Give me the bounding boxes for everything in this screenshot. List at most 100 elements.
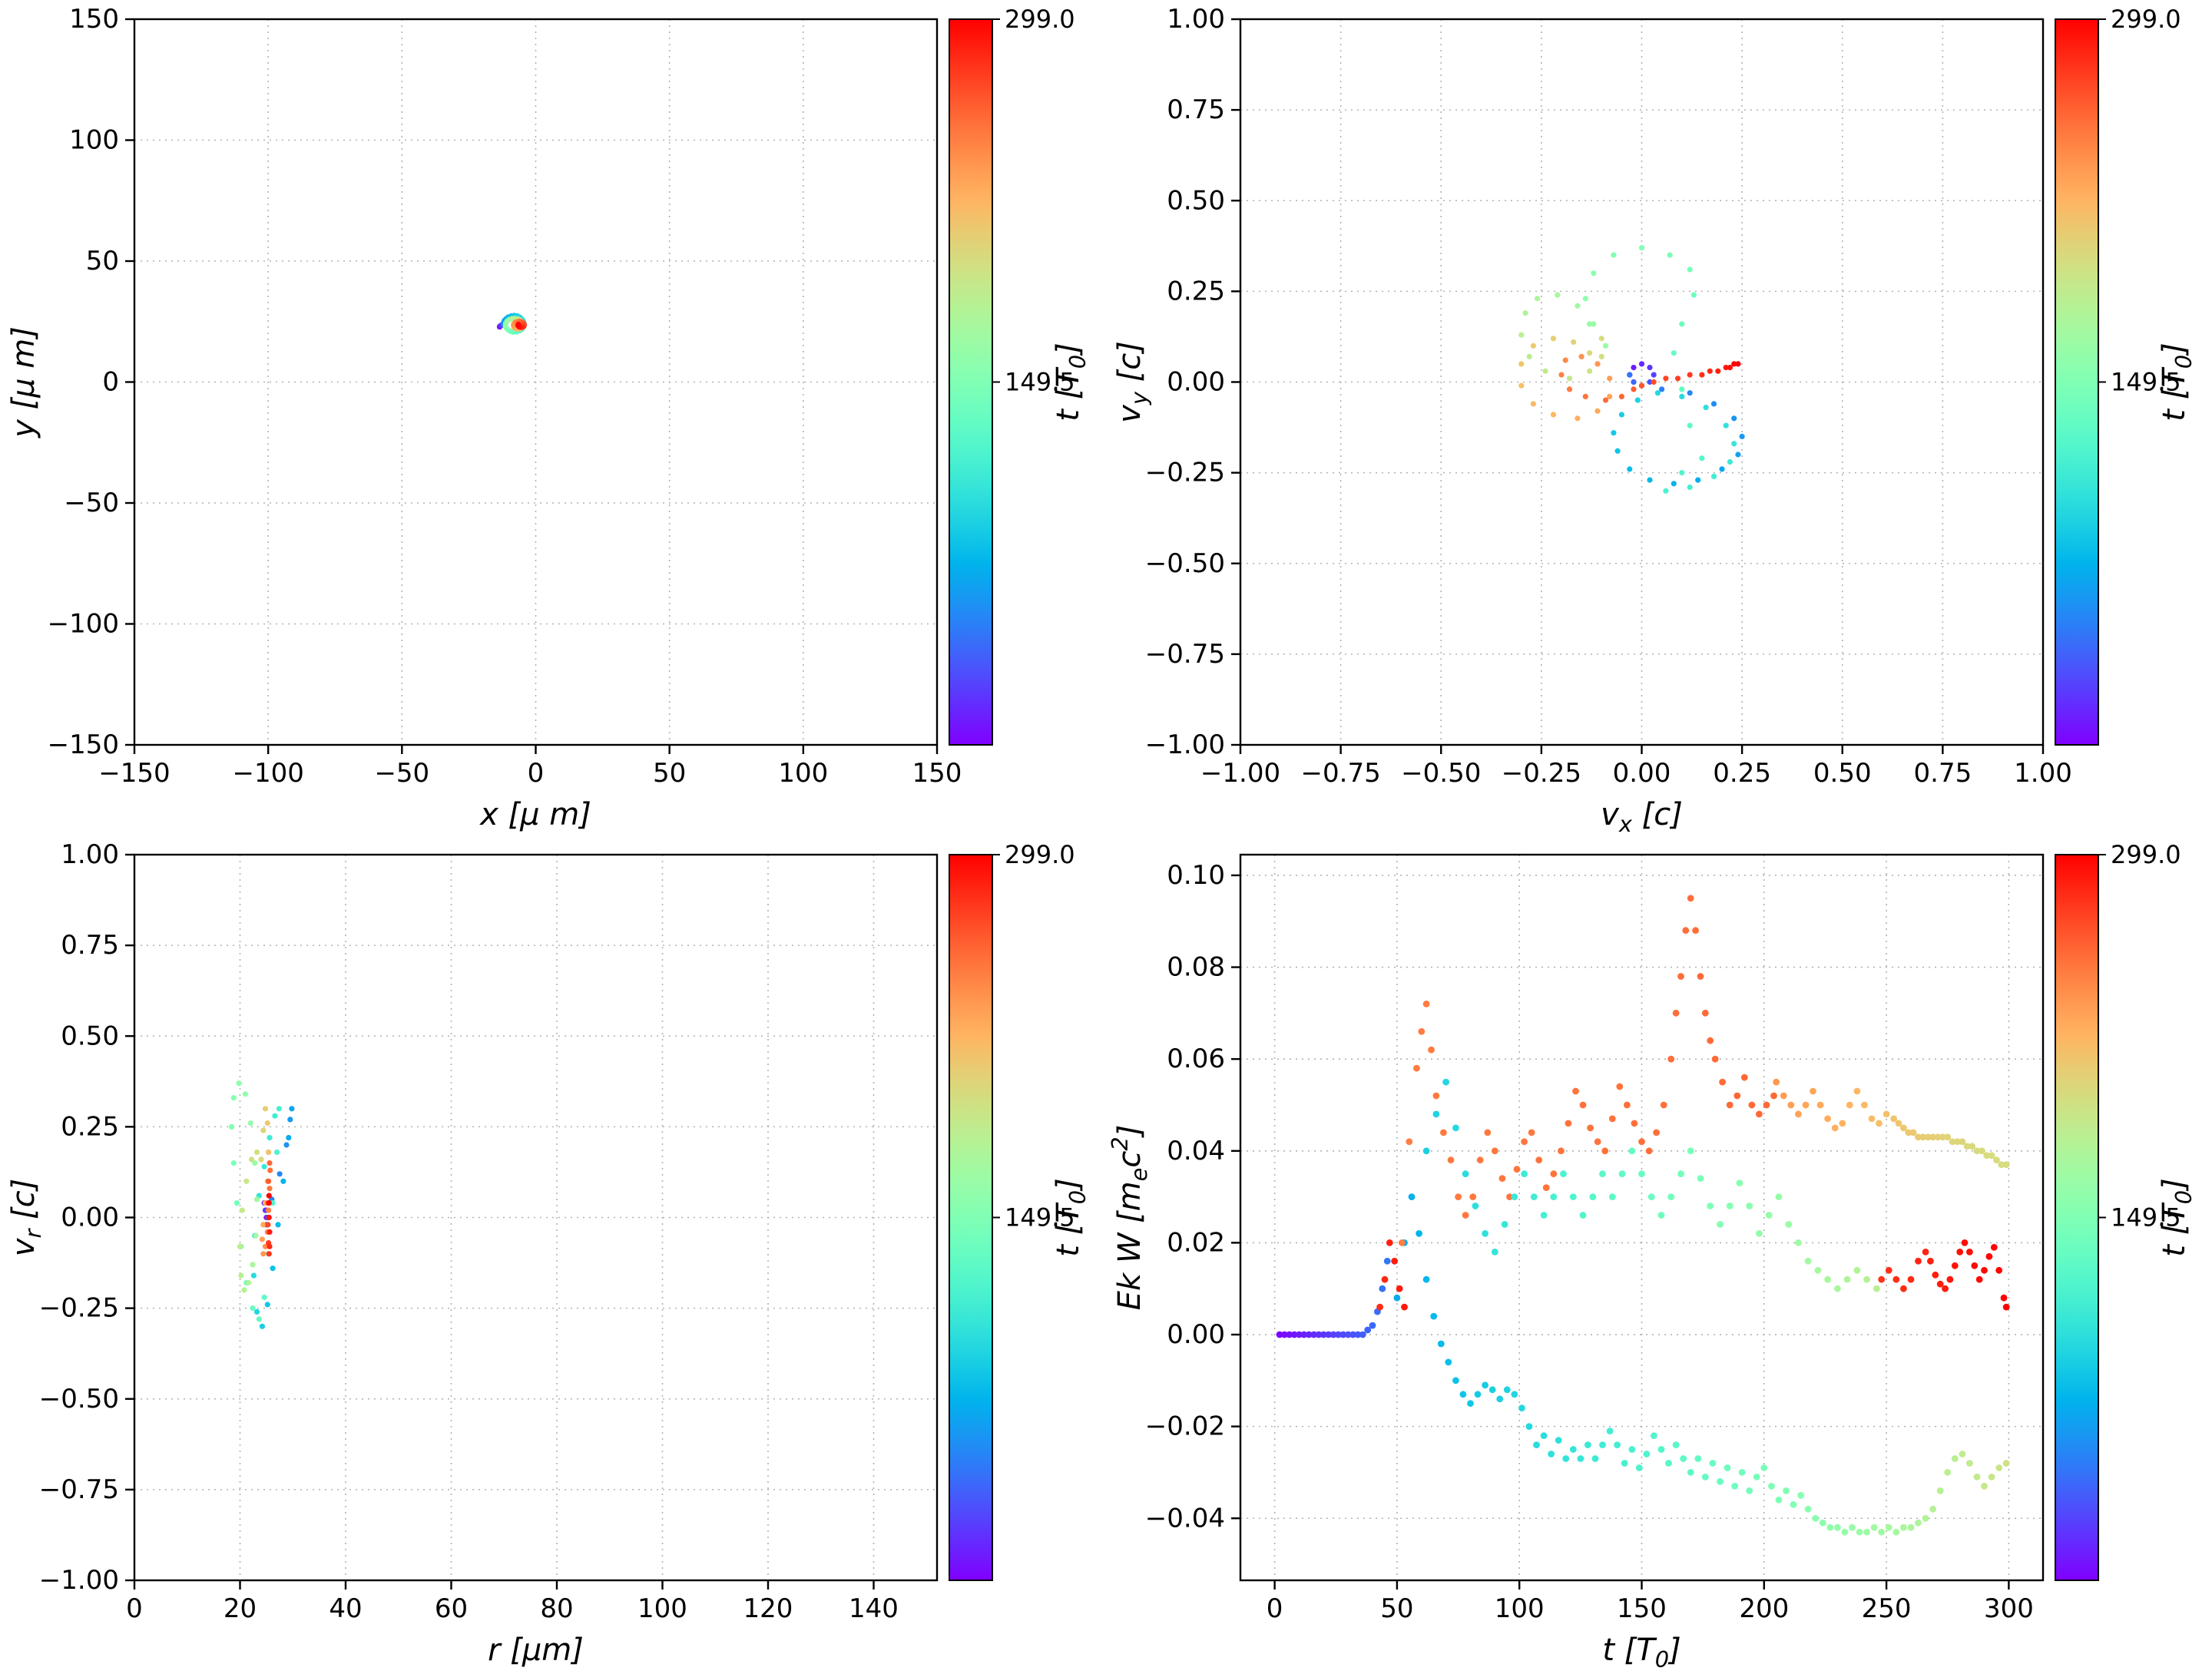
y-tick-label: 0.02 <box>1167 1227 1225 1258</box>
series-baseline <box>1276 1257 1391 1338</box>
x-tick-label: 100 <box>637 1593 687 1624</box>
colorbar <box>949 18 993 746</box>
x-tick-label: 0 <box>528 758 545 789</box>
y-tick-label: −0.50 <box>39 1384 119 1414</box>
x-tick-label: −0.75 <box>1301 758 1381 789</box>
panel-vx-vy: −1.00 −0.75 −0.50 −0.25 0.00 0.25 0.50 0.75 1.00… <box>1106 0 2212 837</box>
y-tick-label: −0.75 <box>39 1474 119 1505</box>
y-tick-label: −0.25 <box>39 1293 119 1324</box>
subplot-background <box>1106 0 2212 835</box>
y-tick-label: −0.75 <box>1145 639 1225 670</box>
series-branch-mid-teal <box>1422 1078 1880 1292</box>
scatter-points <box>228 1080 295 1329</box>
x-tick-label: 300 <box>1984 1593 2034 1624</box>
y-tick-label: −150 <box>48 729 119 760</box>
series-branch-up-orange <box>1398 895 1777 1246</box>
colorbar <box>949 854 993 1581</box>
y-tick-label: 0.00 <box>61 1203 119 1233</box>
colorbar-axis-label: t [T0] <box>2157 342 2197 421</box>
gridlines <box>1240 855 2043 1580</box>
colorbar-tick-label: 149.5 <box>2111 368 2181 397</box>
x-axis-label: t [T0] <box>1602 1633 1681 1671</box>
x-tick-label: 0.75 <box>1914 758 1972 789</box>
x-tick-label: 60 <box>435 1593 468 1624</box>
series-radial-trajectory <box>228 1080 295 1329</box>
subplot-background <box>0 0 1106 835</box>
y-tick-label: −50 <box>64 488 119 518</box>
colorbar-tick-label: 299.0 <box>2111 840 2181 869</box>
x-tick-label: 40 <box>329 1593 362 1624</box>
subplot-vx-vy: −1.00 −0.75 −0.50 −0.25 0.00 0.25 0.50 0.75 1.00… <box>1106 0 2212 837</box>
colorbar-ticks <box>992 854 1000 1219</box>
tick-marks <box>125 853 875 1590</box>
tick-marks <box>1231 18 2045 754</box>
y-tick-label: 0.08 <box>1167 952 1225 983</box>
x-tick-label: 200 <box>1739 1593 1789 1624</box>
y-tick-label: 0.25 <box>1167 276 1225 306</box>
x-tick-label: 0.50 <box>1813 758 1872 789</box>
y-tick-label: 0.50 <box>1167 185 1225 216</box>
y-tick-label: 50 <box>86 246 119 276</box>
colorbar-tick-label: 149.5 <box>1005 1203 1075 1232</box>
colorbar-ticks <box>992 18 1000 383</box>
x-tick-label: 100 <box>1495 1593 1545 1624</box>
x-tick-label: 150 <box>1617 1593 1667 1624</box>
x-axis-label: vx [c] <box>1601 797 1683 835</box>
scatter-points <box>1276 895 2010 1536</box>
panel-x-y: −150 −100 −50 0 50 100 150 −150 −100 −50 0 50 100 150… <box>0 0 1106 835</box>
x-tick-label: −150 <box>98 758 170 789</box>
panel-r-vr: 0 20 40 60 80 100 120 140 −1.00 −0.75 −0.50 −0.25 0.… <box>0 835 1106 1671</box>
colorbar <box>2055 18 2099 746</box>
x-tick-label: 80 <box>540 1593 573 1624</box>
tick-marks <box>125 18 939 754</box>
x-axis-label: x [μ m] <box>478 797 591 832</box>
colorbar-tick-label: 299.0 <box>1005 5 1075 34</box>
y-axis-label: Ek W [mec2] <box>1107 1125 1152 1311</box>
series-particle-trajectory <box>496 313 528 335</box>
scatter-points <box>496 313 528 335</box>
x-tick-label: 150 <box>912 758 962 789</box>
subplot-background <box>0 835 1106 1671</box>
y-tick-label: −0.25 <box>1145 458 1225 488</box>
colorbar-ticks <box>2098 854 2106 1219</box>
x-tick-label: 100 <box>778 758 828 789</box>
y-tick-label: 150 <box>69 4 119 35</box>
x-tick-label: −100 <box>232 758 303 789</box>
x-tick-label: 250 <box>1862 1593 1912 1624</box>
y-tick-label: 0.75 <box>61 930 119 961</box>
x-tick-label: −0.50 <box>1401 758 1481 789</box>
x-tick-label: 120 <box>743 1593 793 1624</box>
y-tick-label: −1.00 <box>1145 729 1225 760</box>
series-branch-down <box>1393 1193 2010 1536</box>
colorbar-tick-label: 149.5 <box>2111 1203 2181 1232</box>
x-tick-label: −1.00 <box>1200 758 1280 789</box>
y-tick-label: 1.00 <box>1167 4 1225 35</box>
x-tick-label: 0 <box>1267 1593 1283 1624</box>
y-tick-label: 0.06 <box>1167 1044 1225 1074</box>
panel-t-energy: 0 50 100 150 200 250 300 −0.04 −0.02 0.00 0.02 0.04… <box>1106 835 2212 1672</box>
colorbar-axis-label: t [T0] <box>2157 1178 2197 1256</box>
y-axis-label: y [μ m] <box>6 326 41 438</box>
colorbar-tick-label: 149.5 <box>1005 368 1075 397</box>
colorbar-ticks <box>2098 18 2106 383</box>
x-tick-label: 0 <box>126 1593 143 1624</box>
x-tick-label: 50 <box>653 758 686 789</box>
colorbar <box>2055 854 2099 1581</box>
y-tick-label: 1.00 <box>61 839 119 870</box>
y-tick-label: 0.04 <box>1167 1136 1225 1166</box>
colorbar-tick-label: 299.0 <box>1005 840 1075 869</box>
x-tick-label: 20 <box>224 1593 257 1624</box>
y-tick-label: 0 <box>102 367 119 398</box>
y-tick-label: 0.00 <box>1167 367 1225 398</box>
colorbar-axis-label: t [T0] <box>1051 342 1091 421</box>
scatter-points <box>1518 245 1745 494</box>
y-tick-label: 0.50 <box>61 1021 119 1051</box>
x-tick-label: 0.00 <box>1613 758 1671 789</box>
subplot-r-vr: 0 20 40 60 80 100 120 140 −1.00 −0.75 −0.50 −0.25 0.… <box>0 835 1106 1671</box>
x-tick-label: 0.25 <box>1713 758 1771 789</box>
y-tick-label: 0.25 <box>61 1111 119 1142</box>
y-tick-label: −0.50 <box>1145 548 1225 579</box>
y-tick-label: 100 <box>69 125 119 156</box>
y-tick-label: 0.75 <box>1167 94 1225 125</box>
